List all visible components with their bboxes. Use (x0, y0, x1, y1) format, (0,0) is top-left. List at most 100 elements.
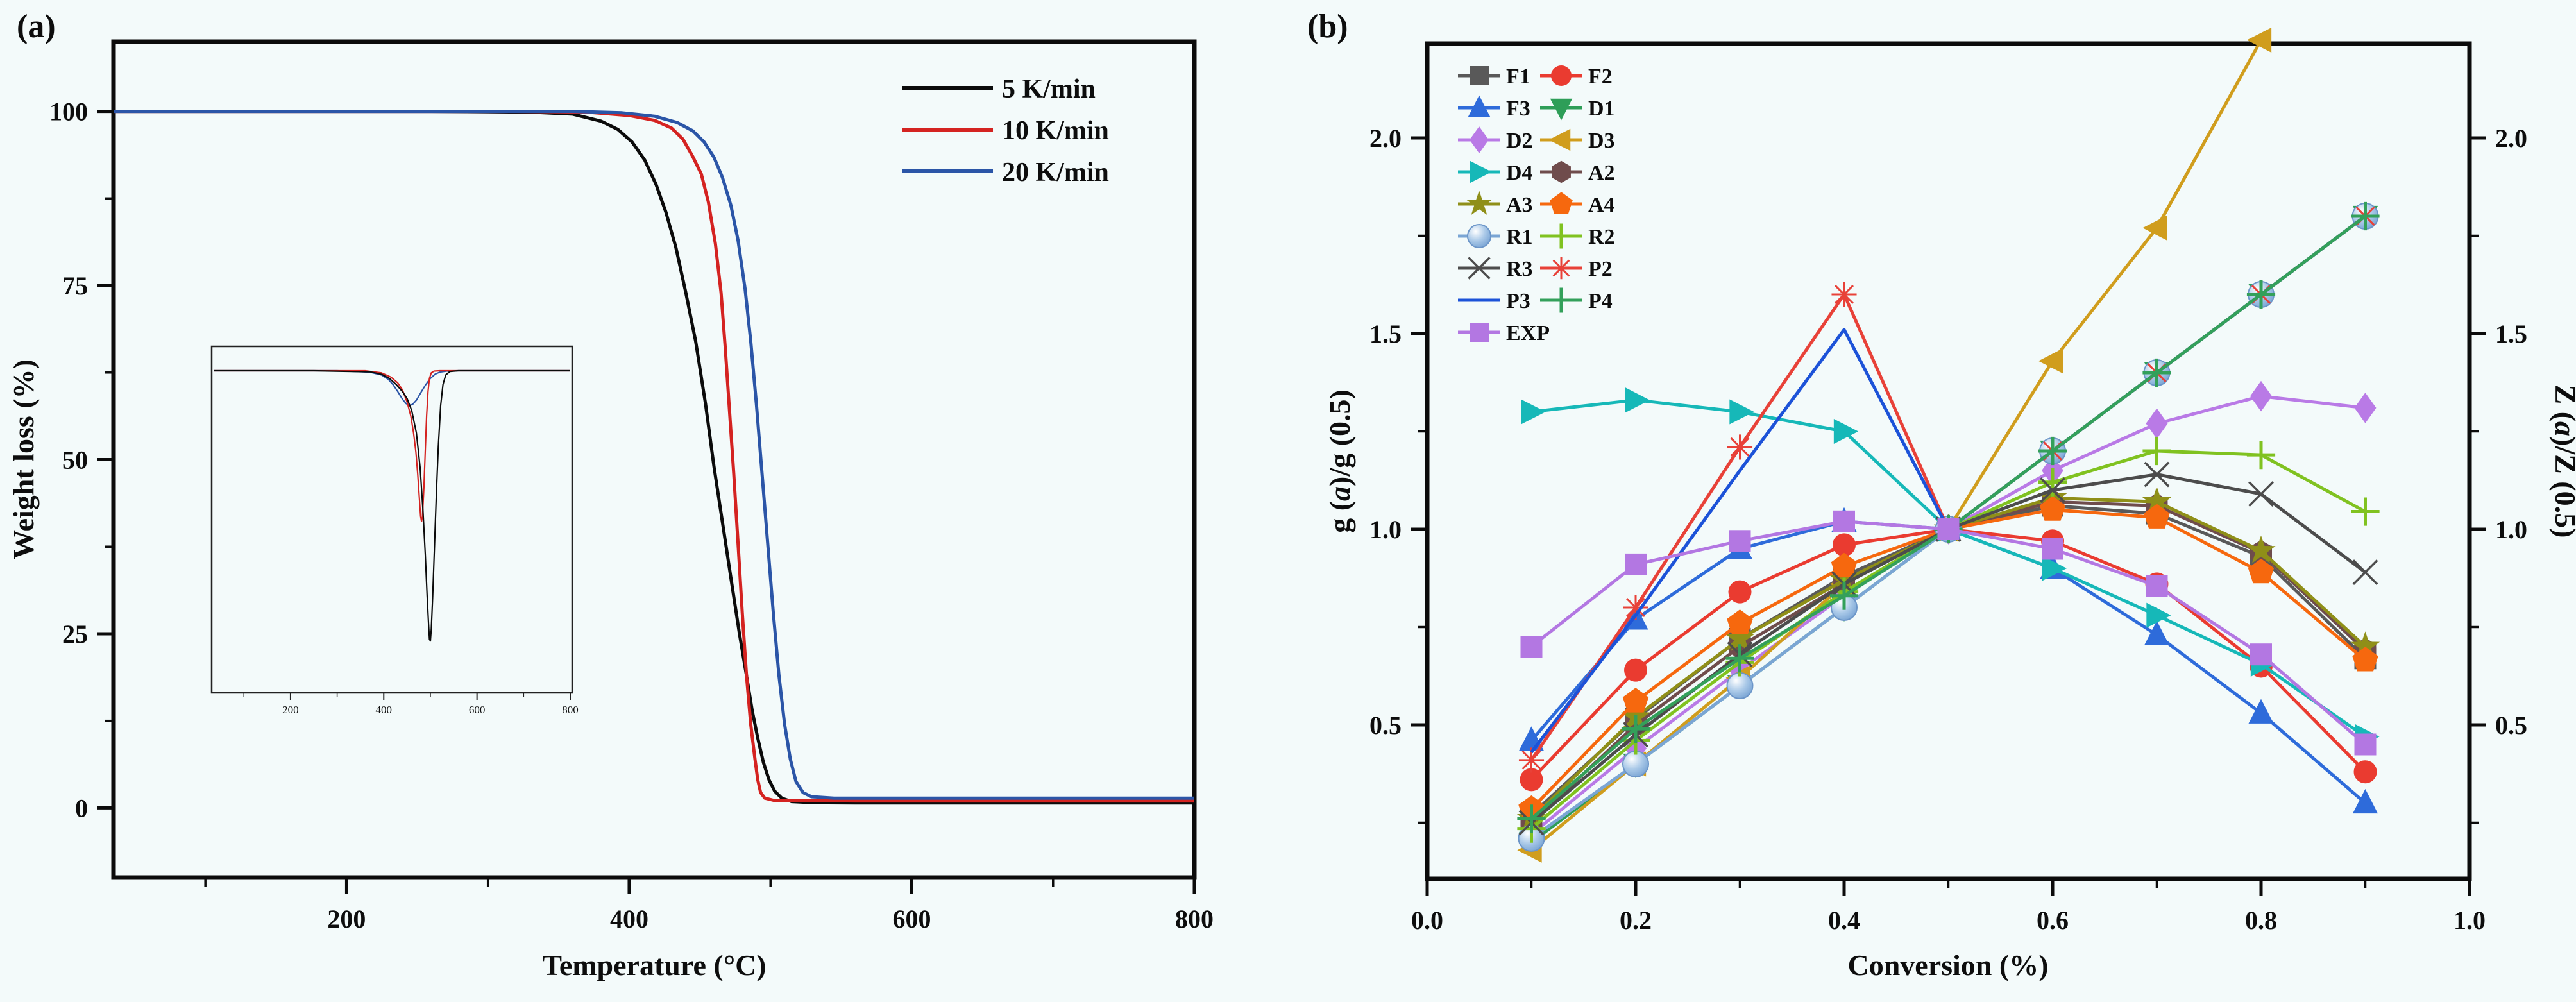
asterisk-marker (1727, 434, 1753, 460)
asterisk-marker (1550, 257, 1573, 280)
plus-marker (1621, 715, 1650, 743)
asterisk-marker (1518, 747, 1545, 773)
legend-label: P2 (1588, 257, 1613, 281)
dtg-curve-5Kmin (214, 369, 570, 642)
legend-item-A4: A4 (1540, 192, 1615, 217)
circle-marker (1551, 65, 1572, 86)
pentagon-marker (1727, 609, 1753, 634)
legend-item-5Kmin: 5 K/min (902, 74, 1096, 104)
x-marker (2248, 481, 2274, 507)
square-marker (1833, 510, 1855, 532)
circle-marker (1624, 658, 1647, 682)
star-marker (2142, 486, 2172, 514)
inset-tick-label: 600 (469, 704, 486, 716)
star-marker (2350, 631, 2380, 659)
panel-b-axes: 0.0 0.2 0.4 0.6 0.8 1.0 0.5 0.5 1.0 1.0 1.5 1.5 2.0 2… (1369, 41, 2527, 935)
series-EXP (1520, 510, 2377, 756)
sphere-marker (1467, 224, 1491, 248)
star-marker (1466, 191, 1492, 215)
legend-label: D1 (1588, 97, 1615, 121)
star-marker (1725, 624, 1755, 652)
legend-item-R2: R2 (1540, 223, 1615, 249)
left-y-tick-label: 0.5 (1369, 711, 1402, 740)
asterisk-marker (1623, 595, 1648, 620)
left-y-tick-label: 2.0 (1369, 124, 1402, 153)
panel-a-legend: 5 K/min 10 K/min 20 K/min (902, 74, 1109, 187)
plus-marker (1548, 223, 1574, 249)
triangle-up-marker (2248, 699, 2274, 724)
square-marker (1470, 66, 1489, 85)
panel-a-tag: (a) (17, 8, 56, 45)
inset-tick-label: 400 (376, 704, 393, 716)
triangle-right-marker (1521, 399, 1546, 425)
triangle-right-marker (1625, 387, 1650, 413)
triangle-left-marker (1548, 128, 1571, 151)
x-tick-label: 0.0 (1411, 906, 1443, 935)
diamond-marker (1470, 126, 1489, 153)
legend-label: F3 (1506, 97, 1530, 121)
triangle-left-marker (2038, 348, 2063, 374)
sphere-marker (1622, 751, 1649, 777)
panel-a-series (114, 110, 1194, 805)
inset-tick-label: 800 (562, 704, 579, 716)
legend-label: D3 (1588, 129, 1615, 153)
triangle-right-marker (1729, 399, 1754, 425)
plus-marker (2246, 441, 2276, 470)
legend-item-10Kmin: 10 K/min (902, 116, 1109, 146)
square-marker (2354, 733, 2377, 756)
legend-label: P3 (1506, 289, 1530, 313)
x-tick-label: 600 (892, 904, 931, 933)
square-marker (2250, 643, 2272, 666)
legend-item-P2: P2 (1540, 257, 1613, 281)
square-marker (1625, 553, 1647, 575)
x-tick-label: 200 (327, 904, 366, 933)
triangle-right-marker (2146, 602, 2171, 628)
triangle-down-marker (1550, 98, 1573, 121)
legend-item-D3: D3 (1540, 128, 1615, 153)
diamond-marker (2250, 380, 2272, 412)
triangle-right-marker (1833, 418, 1859, 445)
star-marker (2246, 535, 2276, 563)
panel-a-inset: 200 400 600 800 (210, 345, 579, 716)
legend-label: D2 (1506, 129, 1533, 153)
legend-label: D4 (1506, 161, 1533, 185)
legend-item-F1: F1 (1458, 65, 1530, 89)
legend-item-R1: R1 (1458, 224, 1533, 249)
x-tick-label: 1.0 (2453, 906, 2486, 935)
plus-marker (1548, 287, 1574, 313)
x-tick-label: 0.2 (1620, 906, 1652, 935)
square-marker (1729, 530, 1751, 552)
diamond-marker (2146, 408, 2168, 439)
x-marker (2352, 559, 2378, 586)
x-marker (1468, 257, 1491, 280)
hexagon-marker (1552, 160, 1571, 183)
pentagon-marker (2352, 647, 2378, 672)
right-y-tick-label: 1.5 (2495, 319, 2527, 348)
y-tick-label: 0 (75, 794, 88, 822)
panel-b-series (1516, 27, 2380, 863)
panel-b-right-yaxis-title: Z (a)/Z (0.5) (2549, 385, 2576, 538)
pentagon-marker (1831, 552, 1858, 578)
legend-label: F1 (1506, 65, 1530, 89)
legend-item-20Kmin: 20 K/min (902, 158, 1109, 187)
tga-curve-5Kmin (114, 110, 1194, 805)
panel-a-yaxis-title: Weight loss (%) (7, 359, 40, 559)
y-tick-label: 100 (49, 98, 88, 126)
plus-marker (1829, 581, 1859, 610)
legend-item-EXP: EXP (1458, 321, 1550, 345)
circle-marker (1833, 533, 1856, 557)
triangle-up-marker (2144, 620, 2170, 645)
x-tick-label: 800 (1175, 904, 1214, 933)
inset-tick-label: 200 (282, 704, 299, 716)
right-y-tick-label: 2.0 (2495, 124, 2527, 153)
y-tick-label: 25 (62, 620, 88, 649)
legend-item-D4: D4 (1458, 160, 1533, 185)
legend-item-R3: R3 (1458, 257, 1533, 281)
inset-frame (210, 345, 573, 694)
x-marker (2040, 477, 2065, 503)
square-marker (2042, 538, 2063, 560)
panel-a-xaxis-title: Temperature (°C) (542, 949, 766, 981)
legend-label: A2 (1588, 161, 1615, 185)
